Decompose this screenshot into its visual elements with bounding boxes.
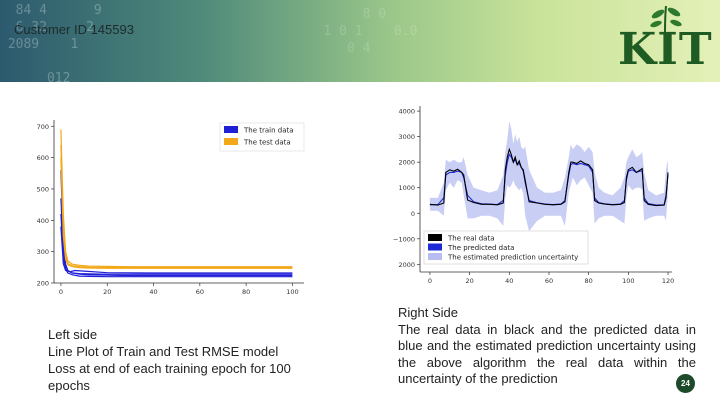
loss-chart-svg: 200 300 400 500 600 700 0 20 40 60 80 100 The train … xyxy=(37,120,305,296)
right-caption-body: The real data in black and the predicted… xyxy=(398,321,696,387)
legend-predicted-swatch xyxy=(428,243,442,251)
x-tick-label: 20 xyxy=(103,288,111,296)
page-number-badge: 24 xyxy=(676,374,695,393)
legend-label-train: The train data xyxy=(243,127,294,135)
x-tick-label: 80 xyxy=(242,288,250,296)
legend-real-swatch xyxy=(428,234,442,241)
left-caption-line: Loss at end of each training epoch for 1… xyxy=(48,361,291,376)
y-tick-label: −1000 xyxy=(393,235,415,243)
left-caption-line: Left side xyxy=(48,327,98,342)
x-tick-label: 120 xyxy=(662,277,674,285)
y-tick-label: 0 xyxy=(411,210,415,218)
kit-logo: KIT xyxy=(618,4,713,78)
x-tick-label: 0 xyxy=(59,288,63,296)
legend-label-test: The test data xyxy=(243,139,291,147)
x-tick-label: 100 xyxy=(286,288,298,296)
loss-series-line xyxy=(60,145,293,269)
legend-uncertainty-swatch xyxy=(428,253,442,260)
y-tick-label: 4000 xyxy=(398,108,415,116)
sprout-icon xyxy=(650,5,682,35)
left-caption-line: epochs xyxy=(48,378,90,393)
y-tick-label: 2000 xyxy=(398,261,415,269)
banner-background-pattern-2: 8 0 1 0 1 0.0 0 4 xyxy=(323,7,418,56)
y-tick-label: 500 xyxy=(37,185,49,193)
loss-chart: 200 300 400 500 600 700 0 20 40 60 80 100 The train … xyxy=(34,116,310,302)
x-tick-label: 40 xyxy=(149,288,157,296)
x-tick-label: 60 xyxy=(196,288,204,296)
y-tick-label: 3000 xyxy=(398,133,415,141)
y-tick-label: 2000 xyxy=(398,159,415,167)
real-series-line xyxy=(429,147,669,207)
right-caption-heading: Right Side xyxy=(398,305,458,320)
x-tick-label: 80 xyxy=(585,277,593,285)
prediction-chart-svg: 2000 −1000 0 1000 2000 3000 4000 0 20 40 60 80 100 12… xyxy=(393,106,674,285)
x-tick-label: 100 xyxy=(622,277,634,285)
left-caption: Left side Line Plot of Train and Test RM… xyxy=(48,326,338,394)
legend-real-label: The real data xyxy=(447,235,495,243)
x-tick-label: 0 xyxy=(428,277,432,285)
logo-text: KIT xyxy=(618,24,713,75)
legend-swatch-test xyxy=(224,138,238,145)
y-tick-label: 600 xyxy=(37,154,49,162)
legend-box xyxy=(423,230,589,265)
left-caption-line: Line Plot of Train and Test RMSE model xyxy=(48,344,279,359)
y-tick-label: 300 xyxy=(37,248,49,256)
legend-swatch-train xyxy=(224,126,238,133)
loss-series-line xyxy=(60,198,293,275)
right-caption: Right Side The real data in black and th… xyxy=(398,305,696,388)
y-tick-label: 1000 xyxy=(398,184,415,192)
legend-predicted-label: The predicted data xyxy=(447,244,514,252)
x-tick-label: 60 xyxy=(545,277,553,285)
y-tick-label: 400 xyxy=(37,217,49,225)
x-tick-label: 20 xyxy=(465,277,473,285)
loss-series-line xyxy=(60,157,293,269)
x-tick-label: 40 xyxy=(505,277,513,285)
loss-series-line xyxy=(60,226,293,274)
uncertainty-band xyxy=(429,121,668,232)
y-tick-label: 700 xyxy=(37,123,49,131)
prediction-chart: 2000 −1000 0 1000 2000 3000 4000 0 20 40 60 80 100 12… xyxy=(386,102,676,292)
page-title: Customer ID 145593 xyxy=(14,22,134,37)
legend-uncertainty-label: The estimated prediction uncertainty xyxy=(447,254,578,262)
banner-background-pattern: 84 4 9 6 32 2 2089 1 012 xyxy=(7,3,102,82)
loss-series-line xyxy=(60,213,293,278)
header-banner: 84 4 9 6 32 2 2089 1 012 8 0 1 0 1 0.0 0… xyxy=(0,0,720,82)
legend-box xyxy=(219,122,305,152)
y-tick-label: 200 xyxy=(37,280,49,288)
loss-series-line xyxy=(60,170,293,277)
